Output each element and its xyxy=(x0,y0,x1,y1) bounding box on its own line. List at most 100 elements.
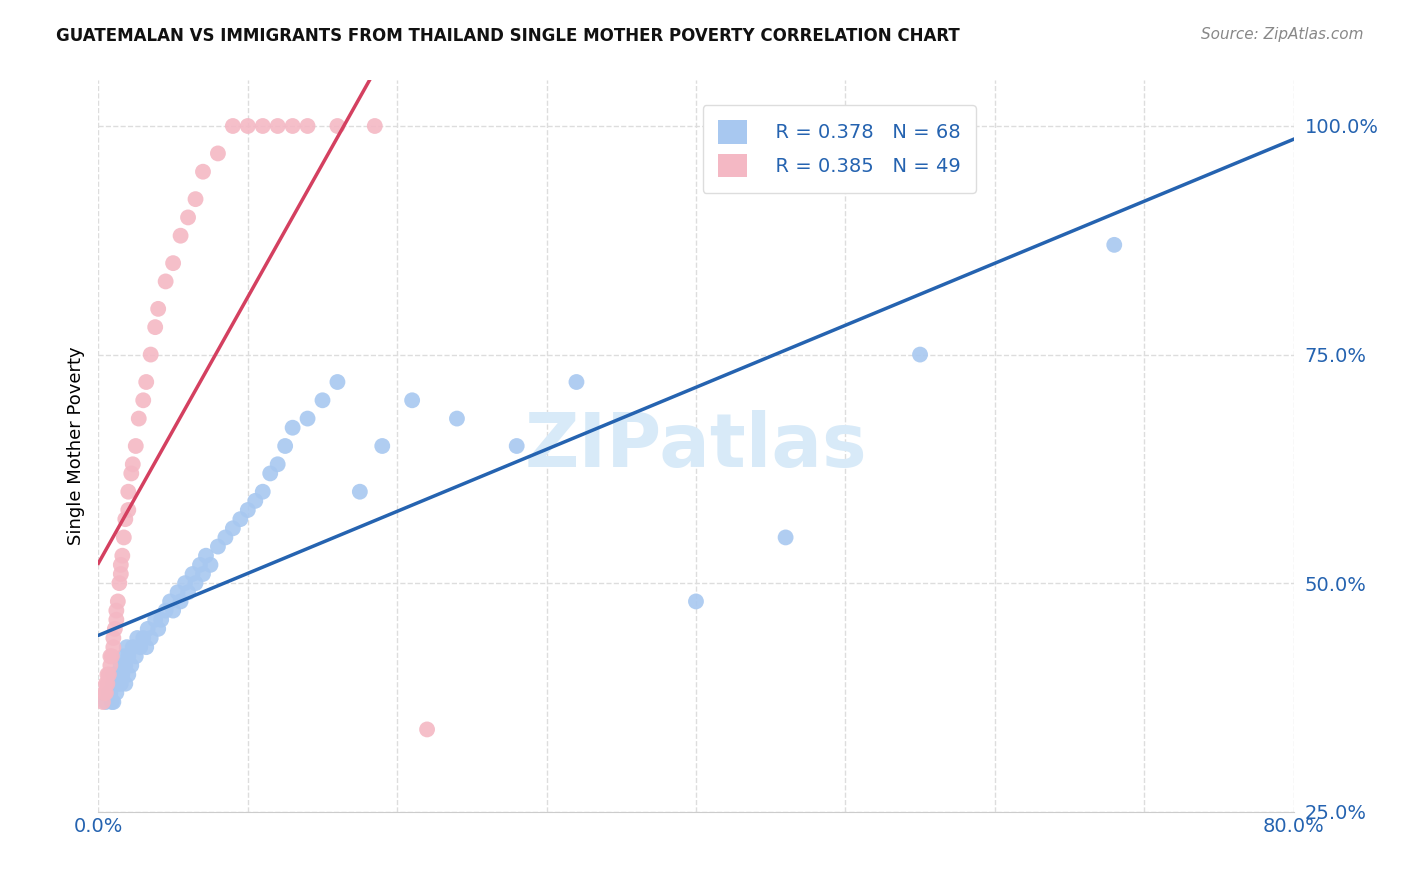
Point xyxy=(166,585,188,599)
Point xyxy=(326,119,349,133)
Point xyxy=(162,604,184,618)
Point xyxy=(174,576,197,591)
Point xyxy=(191,164,214,178)
Point xyxy=(115,640,138,655)
Point xyxy=(155,275,177,289)
Point xyxy=(506,439,529,453)
Point xyxy=(908,348,931,362)
Point xyxy=(127,631,149,645)
Point xyxy=(135,375,157,389)
Point xyxy=(97,667,120,681)
Point xyxy=(139,348,162,362)
Point xyxy=(129,640,152,655)
Point xyxy=(416,723,439,737)
Point xyxy=(200,558,222,572)
Point xyxy=(125,649,148,664)
Point xyxy=(143,613,166,627)
Point xyxy=(96,667,118,681)
Point xyxy=(169,228,191,243)
Point xyxy=(446,411,468,425)
Point xyxy=(136,622,159,636)
Point xyxy=(364,119,387,133)
Point xyxy=(245,494,267,508)
Point xyxy=(191,567,214,582)
Point xyxy=(132,393,155,408)
Point xyxy=(297,411,319,425)
Point xyxy=(121,640,143,655)
Point xyxy=(121,458,143,472)
Point xyxy=(117,484,139,499)
Point xyxy=(97,686,120,700)
Point xyxy=(101,649,124,664)
Point xyxy=(143,320,166,334)
Point xyxy=(349,484,371,499)
Point xyxy=(93,686,115,700)
Point xyxy=(236,119,259,133)
Point xyxy=(274,439,297,453)
Point xyxy=(104,622,127,636)
Point xyxy=(110,567,132,582)
Point xyxy=(281,420,304,434)
Point xyxy=(177,585,200,599)
Point xyxy=(98,649,122,664)
Y-axis label: Single Mother Poverty: Single Mother Poverty xyxy=(66,347,84,545)
Point xyxy=(112,530,135,544)
Point xyxy=(252,484,274,499)
Text: Source: ZipAtlas.com: Source: ZipAtlas.com xyxy=(1201,27,1364,42)
Point xyxy=(1104,238,1126,252)
Point xyxy=(685,594,707,608)
Point xyxy=(117,649,139,664)
Point xyxy=(117,503,139,517)
Point xyxy=(94,695,117,709)
Point xyxy=(110,558,132,572)
Legend:   R = 0.378   N = 68,   R = 0.385   N = 49: R = 0.378 N = 68, R = 0.385 N = 49 xyxy=(703,104,976,193)
Point xyxy=(371,439,394,453)
Point xyxy=(94,676,117,690)
Point xyxy=(112,649,135,664)
Point xyxy=(207,540,229,554)
Point xyxy=(297,119,319,133)
Point xyxy=(195,549,218,563)
Point xyxy=(401,393,423,408)
Text: ZIPatlas: ZIPatlas xyxy=(524,409,868,483)
Point xyxy=(326,375,349,389)
Point xyxy=(103,695,125,709)
Point xyxy=(565,375,588,389)
Point xyxy=(148,301,170,316)
Point xyxy=(120,658,142,673)
Point xyxy=(111,667,134,681)
Point xyxy=(96,676,118,690)
Point xyxy=(94,686,117,700)
Point xyxy=(184,576,207,591)
Point xyxy=(114,676,136,690)
Point xyxy=(107,594,129,608)
Point xyxy=(128,411,150,425)
Point xyxy=(267,458,290,472)
Point xyxy=(114,512,136,526)
Point xyxy=(103,631,125,645)
Point xyxy=(108,576,131,591)
Point xyxy=(222,119,245,133)
Point xyxy=(267,119,290,133)
Point xyxy=(105,613,128,627)
Point xyxy=(105,686,128,700)
Point xyxy=(281,119,304,133)
Point xyxy=(125,439,148,453)
Point xyxy=(114,658,136,673)
Point xyxy=(103,667,125,681)
Point xyxy=(184,192,207,206)
Point xyxy=(135,640,157,655)
Point xyxy=(181,567,204,582)
Point xyxy=(207,146,229,161)
Point xyxy=(103,640,125,655)
Point xyxy=(214,530,236,544)
Point xyxy=(155,604,177,618)
Point xyxy=(236,503,259,517)
Point xyxy=(103,676,125,690)
Text: GUATEMALAN VS IMMIGRANTS FROM THAILAND SINGLE MOTHER POVERTY CORRELATION CHART: GUATEMALAN VS IMMIGRANTS FROM THAILAND S… xyxy=(56,27,960,45)
Point xyxy=(177,211,200,225)
Point xyxy=(111,549,134,563)
Point xyxy=(107,667,129,681)
Point xyxy=(98,686,122,700)
Point xyxy=(101,695,124,709)
